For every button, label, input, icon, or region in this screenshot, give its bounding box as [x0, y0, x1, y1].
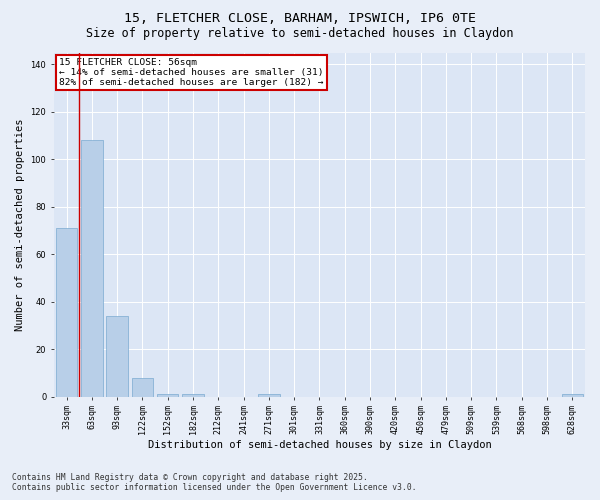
Text: Contains HM Land Registry data © Crown copyright and database right 2025.
Contai: Contains HM Land Registry data © Crown c…	[12, 473, 416, 492]
Bar	[81, 140, 103, 397]
Text: Size of property relative to semi-detached houses in Claydon: Size of property relative to semi-detach…	[86, 28, 514, 40]
Bar	[562, 394, 583, 397]
Y-axis label: Number of semi-detached properties: Number of semi-detached properties	[15, 118, 25, 331]
Bar	[157, 394, 178, 397]
Text: 15 FLETCHER CLOSE: 56sqm
← 14% of semi-detached houses are smaller (31)
82% of s: 15 FLETCHER CLOSE: 56sqm ← 14% of semi-d…	[59, 58, 324, 88]
Bar	[106, 316, 128, 397]
Text: 15, FLETCHER CLOSE, BARHAM, IPSWICH, IP6 0TE: 15, FLETCHER CLOSE, BARHAM, IPSWICH, IP6…	[124, 12, 476, 26]
Bar	[258, 394, 280, 397]
X-axis label: Distribution of semi-detached houses by size in Claydon: Distribution of semi-detached houses by …	[148, 440, 491, 450]
Bar	[132, 378, 153, 397]
Bar	[56, 228, 77, 397]
Bar	[182, 394, 204, 397]
